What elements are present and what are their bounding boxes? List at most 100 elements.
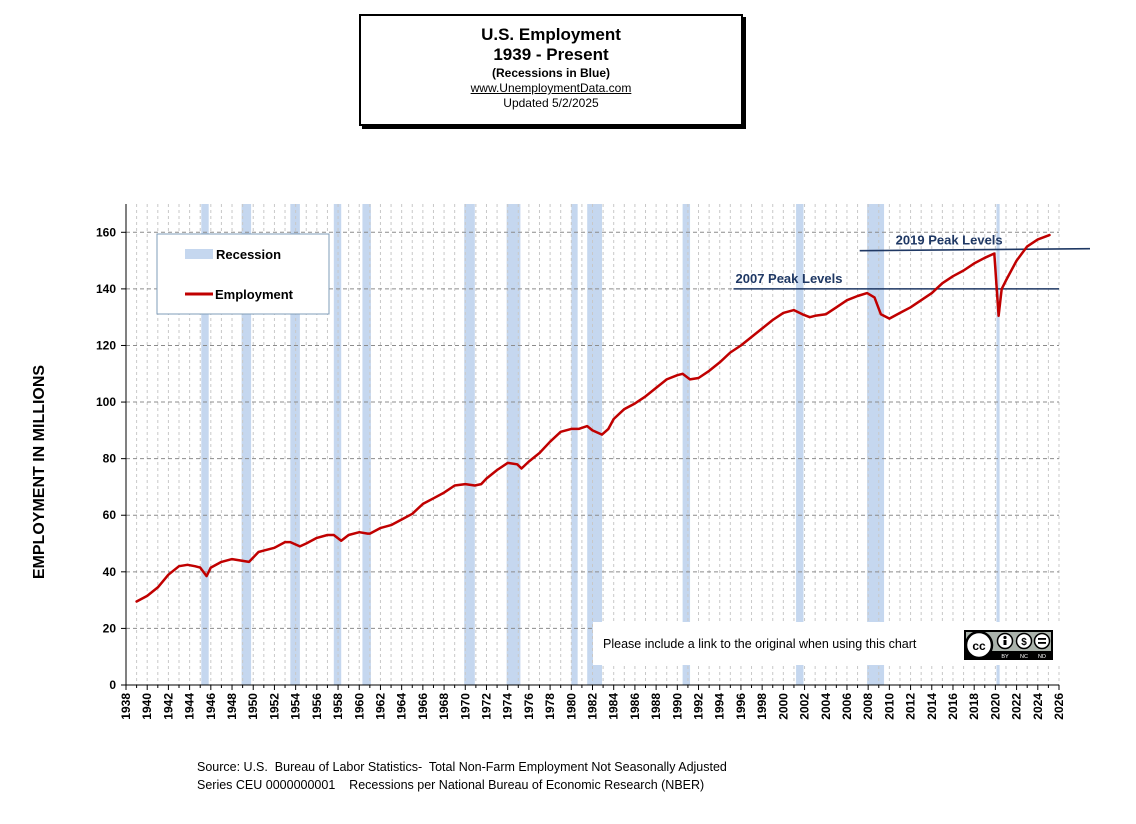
x-tick-label: 1946 (204, 693, 218, 720)
legend-employment-label: Employment (215, 287, 294, 302)
x-tick-label: 1952 (267, 693, 281, 720)
x-tick-label: 1970 (458, 693, 472, 720)
y-tick-label: 0 (109, 678, 116, 692)
recession-bands (201, 204, 1000, 685)
x-tick-label: 2002 (798, 693, 812, 720)
series-lines (135, 233, 1051, 603)
x-tick-label: 2018 (967, 693, 981, 720)
peak-label-1: 2019 Peak Levels (896, 233, 1003, 248)
x-tick-label: 1972 (479, 693, 493, 720)
recession-band-8 (587, 204, 603, 685)
x-tick-label: 2004 (819, 693, 833, 720)
recession-band-10 (796, 204, 804, 685)
x-tick-label: 1996 (734, 693, 748, 720)
x-tick-label: 1950 (246, 693, 260, 720)
peak-label-0: 2007 Peak Levels (736, 271, 843, 286)
recession-band-0 (201, 204, 209, 685)
updated-date: Updated 5/2/2025 (503, 96, 599, 110)
y-tick-label: 40 (103, 565, 117, 579)
svg-text:$: $ (1021, 637, 1027, 648)
x-tick-label: 1984 (607, 693, 621, 720)
x-tick-label: 1956 (310, 693, 324, 720)
x-tick-label: 2026 (1052, 693, 1066, 720)
x-tick-label: 1978 (543, 693, 557, 720)
x-tick-label: 1938 (119, 693, 133, 720)
chart-title-line1: U.S. Employment (481, 25, 621, 44)
recession-band-5 (464, 204, 475, 685)
x-tick-label: 1982 (586, 693, 600, 720)
x-tick-label: 1954 (289, 693, 303, 720)
y-tick-label: 20 (103, 621, 117, 635)
usage-notice-text: Please include a link to the original wh… (603, 637, 917, 651)
x-tick-label: 1948 (225, 693, 239, 720)
x-tick-label: 2012 (904, 693, 918, 720)
cc-icon (964, 630, 994, 660)
source-line-2: Series CEU 0000000001 Recessions per Nat… (197, 778, 705, 792)
x-tick-label: 1966 (416, 693, 430, 720)
x-tick-label: 1976 (522, 693, 536, 720)
x-tick-label: 2024 (1031, 693, 1045, 720)
svg-text:cc: cc (972, 639, 986, 653)
nc-icon (1015, 632, 1033, 650)
x-tick-label: 1940 (140, 693, 154, 720)
x-tick-label: 2010 (882, 693, 896, 720)
x-tick-label: 2020 (988, 693, 1002, 720)
y-axis-title: EMPLOYMENT IN MILLIONS (31, 365, 48, 580)
source-line-1: Source: U.S. Bureau of Labor Statistics-… (197, 760, 727, 774)
x-tick-label: 1992 (692, 693, 706, 720)
x-tick-label: 1988 (649, 693, 663, 720)
x-tick-label: 1986 (628, 693, 642, 720)
x-tick-label: 1998 (755, 693, 769, 720)
recession-band-3 (333, 204, 342, 685)
x-tick-label: 2014 (925, 693, 939, 720)
employment-line-0 (135, 233, 1051, 603)
legend-box: Recession Employment (156, 233, 330, 315)
x-tick-label: 1958 (331, 693, 345, 720)
recession-band-2 (290, 204, 300, 685)
peak-line-1 (859, 247, 1091, 252)
x-tick-label: 1944 (183, 693, 197, 720)
recession-band-6 (506, 204, 521, 685)
title-box: U.S. Employment 1939 - Present (Recessio… (359, 14, 743, 126)
y-tick-label: 60 (103, 508, 117, 522)
legend-recession-label: Recession (216, 247, 281, 262)
axes: 0 20 40 60 80 100 120 140 160 1938 1940 1942 1944 194… (96, 204, 1066, 720)
source-url-link[interactable]: www.UnemploymentData.com (470, 81, 632, 95)
recession-band-12 (996, 204, 1000, 685)
y-tick-label: 120 (96, 338, 116, 352)
x-tick-label: 1964 (395, 693, 409, 720)
x-tick-label: 1980 (564, 693, 578, 720)
y-tick-label: 160 (96, 225, 116, 239)
peak-annotations: 2007 Peak Levels 2019 Peak Levels (733, 233, 1091, 290)
cc-badge-label-nc: NC (1020, 654, 1028, 660)
x-tick-label: 1990 (670, 693, 684, 720)
x-tick-label: 1942 (161, 693, 175, 720)
x-tick-label: 1994 (713, 693, 727, 720)
y-tick-label: 100 (96, 395, 116, 409)
x-tick-label: 2022 (1010, 693, 1024, 720)
source-footer: Source: U.S. Bureau of Labor Statistics-… (197, 758, 727, 794)
nd-icon (1033, 632, 1051, 650)
recession-band-4 (362, 204, 371, 685)
x-tick-label: 1974 (501, 693, 515, 720)
y-tick-label: 80 (103, 452, 117, 466)
x-tick-label: 2008 (861, 693, 875, 720)
recession-band-7 (571, 204, 578, 685)
x-tick-label: 1960 (352, 693, 366, 720)
y-tick-label: 140 (96, 282, 116, 296)
recession-band-9 (682, 204, 691, 685)
recession-band-1 (241, 204, 252, 685)
x-tick-label: 2016 (946, 693, 960, 720)
legend-recession-swatch (185, 249, 213, 259)
cc-badge-label-by: BY (1001, 654, 1009, 660)
chart-subtitle: (Recessions in Blue) (491, 66, 611, 80)
x-tick-label: 2000 (776, 693, 790, 720)
chart-title-line2: 1939 - Present (493, 45, 609, 64)
x-tick-label: 1962 (373, 693, 387, 720)
cc-badge-label-nd: ND (1038, 654, 1046, 660)
usage-notice: Please include a link to the original wh… (593, 622, 1060, 665)
creative-commons-badge[interactable]: cc $ BY NC ND (964, 630, 1053, 660)
x-tick-label: 1968 (437, 693, 451, 720)
recession-band-11 (867, 204, 885, 685)
